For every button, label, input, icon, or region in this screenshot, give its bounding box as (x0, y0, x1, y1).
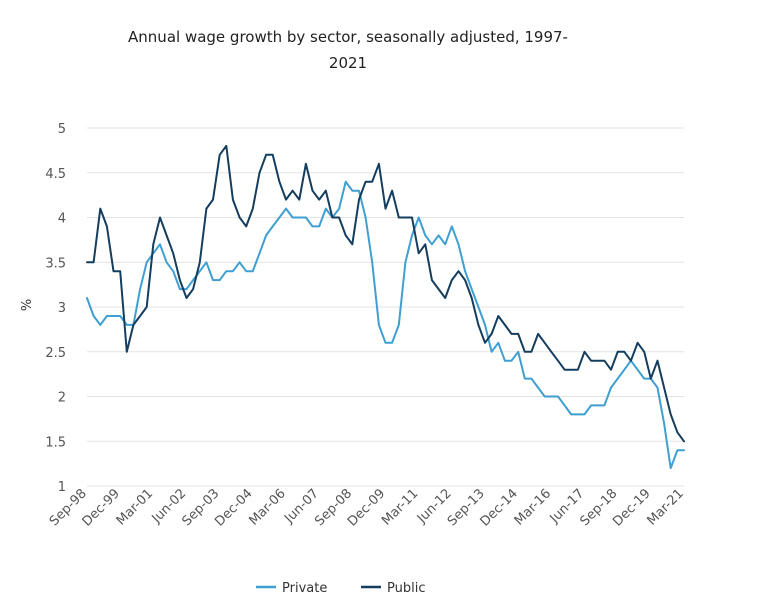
y-tick-label: 1.5 (45, 435, 66, 450)
y-tick-label: 3 (58, 301, 66, 316)
x-tick-label: Dec-09 (345, 486, 388, 529)
x-tick-label: Mar-21 (644, 486, 686, 528)
x-tick-label: Dec-04 (212, 486, 255, 529)
y-tick-label: 2 (58, 391, 66, 406)
x-tick-label: Dec-19 (610, 486, 653, 529)
legend: Private Public (256, 581, 425, 596)
series-line-private (86, 180, 685, 470)
series-lines (86, 144, 685, 470)
series-line-public (86, 144, 685, 443)
legend-label-public: Public (387, 581, 425, 596)
x-tick-label: Dec-99 (80, 486, 123, 529)
x-tick-label: Mar-16 (512, 486, 554, 528)
y-tick-label: 4.5 (45, 167, 66, 182)
gridlines (87, 127, 684, 487)
y-axis-label: % (20, 299, 35, 311)
y-tick-label: 2.5 (45, 346, 66, 361)
x-tick-label: Mar-01 (114, 486, 156, 528)
x-tick-label: Mar-06 (246, 486, 288, 528)
y-tick-label: 3.5 (45, 256, 66, 271)
chart-title: Annual wage growth by sector, seasonally… (128, 28, 568, 72)
y-tick-label: 1 (58, 480, 66, 495)
x-tick-label: Mar-11 (379, 486, 421, 528)
x-tick-label: Dec-14 (478, 486, 521, 529)
y-axis-ticks: 1 1.5 2 2.5 3 3.5 4 4.5 5 (45, 122, 66, 495)
y-tick-label: 4 (58, 212, 66, 227)
y-tick-label: 5 (58, 122, 66, 137)
x-axis-ticks: Sep-98Dec-99Mar-01Jun-02Sep-03Dec-04Mar-… (47, 486, 687, 529)
legend-label-private: Private (282, 581, 327, 596)
